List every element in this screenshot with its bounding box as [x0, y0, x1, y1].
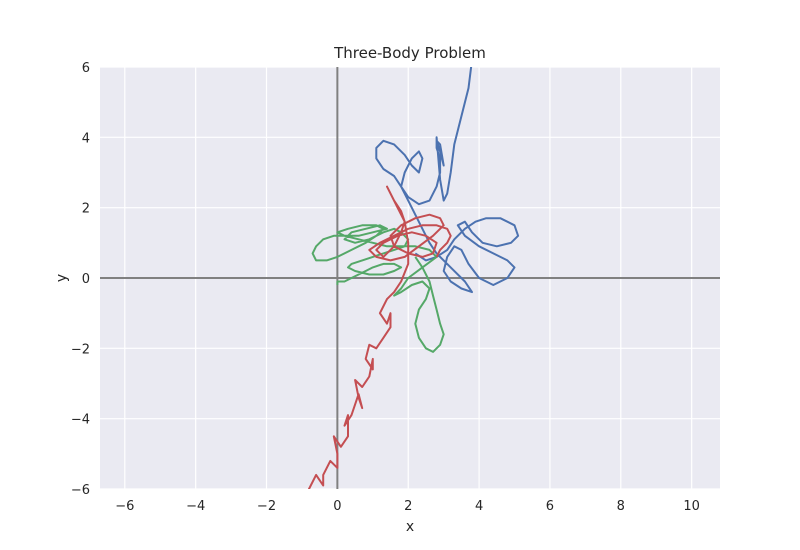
- x-tick-label: 0: [333, 499, 341, 514]
- x-tick-label: 10: [683, 499, 700, 514]
- trajectory-line-body-2: [311, 224, 445, 353]
- x-tick-label: −2: [257, 499, 276, 514]
- y-tick-label: 2: [82, 202, 90, 217]
- zero-lines: [100, 67, 720, 489]
- y-tick-label: 0: [82, 272, 90, 287]
- x-tick-label: 2: [404, 499, 412, 514]
- y-tick-label: 4: [82, 131, 90, 146]
- x-tick-label: 8: [617, 499, 625, 514]
- trajectory-line-body-1: [375, 67, 520, 294]
- grid-lines: [100, 66, 720, 490]
- trajectory-series: [307, 67, 520, 489]
- x-tick-label: −6: [115, 499, 134, 514]
- x-tick-label: 4: [475, 499, 483, 514]
- x-tick-label: 6: [546, 499, 554, 514]
- y-tick-label: −2: [71, 342, 90, 357]
- x-tick-labels: −6 −4 −2 0 2 4 6 8 10: [115, 499, 700, 514]
- x-axis-label: x: [406, 519, 414, 535]
- y-tick-label: 6: [82, 61, 90, 76]
- x-tick-label: −4: [186, 499, 205, 514]
- y-tick-label: −6: [71, 483, 90, 498]
- y-tick-label: −4: [71, 413, 90, 428]
- trajectory-line-body-3: [307, 185, 452, 489]
- chart-title: Three-Body Problem: [333, 44, 486, 62]
- y-axis-label: y: [54, 274, 70, 282]
- y-tick-labels: −6 −4 −2 0 2 4 6: [71, 61, 90, 498]
